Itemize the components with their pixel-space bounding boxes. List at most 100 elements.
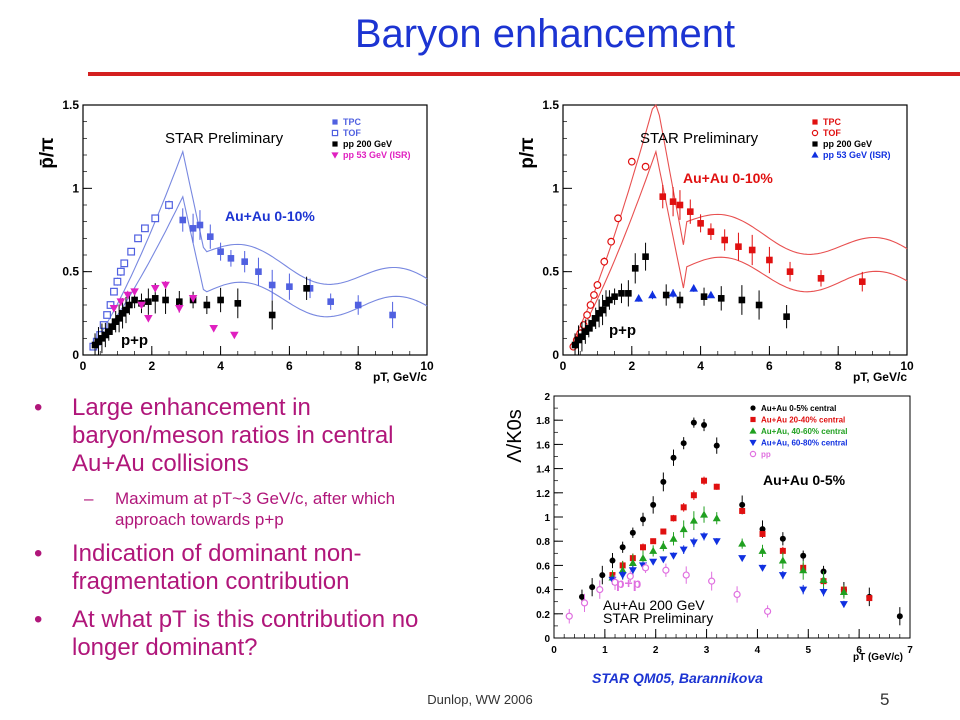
data-point bbox=[659, 542, 668, 550]
data-point bbox=[783, 313, 790, 320]
data-point bbox=[712, 538, 721, 546]
data-point bbox=[130, 288, 139, 296]
data-point bbox=[593, 281, 602, 289]
data-point bbox=[113, 277, 122, 286]
data-point bbox=[105, 328, 113, 335]
y-tick-label: 1 bbox=[552, 181, 559, 195]
x-tick-label: 2 bbox=[148, 359, 155, 373]
data-point bbox=[700, 533, 709, 541]
data-point bbox=[738, 555, 747, 563]
legend-label: Au+Au, 60-80% central bbox=[761, 439, 847, 448]
data-point bbox=[354, 301, 362, 309]
data-point bbox=[686, 208, 694, 215]
x-tick-label: 0 bbox=[560, 359, 567, 373]
model-band-lower bbox=[92, 195, 428, 348]
chart-xlabel: pT, GeV/c bbox=[373, 370, 427, 384]
annotation-auau: Au+Au 0-10% bbox=[683, 170, 773, 186]
data-point bbox=[389, 311, 396, 319]
data-point bbox=[565, 612, 573, 620]
data-point bbox=[196, 221, 204, 229]
annotation-auau: Au+Au 0-5% bbox=[763, 472, 846, 488]
bullet-1-sub: Maximum at pT~3 GeV/c, after which appro… bbox=[30, 488, 450, 530]
data-point bbox=[649, 546, 658, 554]
y-tick-label: 0.2 bbox=[536, 610, 550, 621]
x-tick-label: 4 bbox=[755, 645, 761, 656]
legend-marker bbox=[332, 119, 338, 125]
data-point bbox=[586, 301, 595, 309]
annotation-pp: p+p bbox=[609, 322, 636, 339]
chart-ylabel: Λ/K0s bbox=[504, 409, 526, 462]
data-point bbox=[614, 214, 622, 223]
data-point bbox=[585, 325, 593, 332]
x-tick-label: 4 bbox=[217, 359, 224, 373]
data-point bbox=[700, 293, 708, 300]
data-point bbox=[580, 599, 589, 607]
data-point bbox=[134, 234, 142, 243]
data-point bbox=[669, 534, 678, 542]
x-tick-label: 0 bbox=[551, 645, 557, 656]
chart-xlabel: pT (GeV/c) bbox=[853, 652, 903, 663]
data-point bbox=[866, 595, 873, 602]
data-point bbox=[629, 529, 636, 536]
data-point bbox=[627, 157, 636, 166]
data-point bbox=[786, 268, 794, 275]
legend-marker bbox=[811, 151, 819, 158]
data-point bbox=[670, 454, 677, 461]
legend-label: Au+Au, 40-60% central bbox=[761, 427, 847, 436]
data-point bbox=[662, 566, 670, 574]
chart-xlabel: pT, GeV/c bbox=[853, 370, 907, 384]
data-point bbox=[676, 201, 684, 209]
data-point bbox=[669, 552, 678, 560]
data-point bbox=[109, 305, 119, 313]
data-point bbox=[640, 544, 646, 551]
data-point bbox=[588, 320, 596, 327]
data-point bbox=[766, 256, 773, 264]
data-point bbox=[738, 296, 746, 304]
data-point bbox=[641, 162, 650, 171]
data-point bbox=[735, 243, 742, 250]
data-point bbox=[327, 298, 334, 305]
data-point bbox=[759, 526, 766, 533]
legend-label: pp 53 GeV (ISR) bbox=[343, 150, 411, 160]
x-tick-label: 6 bbox=[766, 359, 773, 373]
y-tick-label: 1.5 bbox=[542, 98, 559, 112]
legend-label: TOF bbox=[343, 128, 361, 138]
x-tick-label: 8 bbox=[355, 359, 362, 373]
data-point bbox=[712, 514, 721, 522]
legend-marker bbox=[332, 141, 338, 147]
data-point bbox=[755, 301, 763, 309]
data-point bbox=[799, 566, 808, 574]
data-point bbox=[628, 558, 637, 566]
data-point bbox=[98, 335, 106, 342]
data-point bbox=[660, 478, 667, 485]
x-tick-label: 1 bbox=[602, 645, 608, 656]
y-tick-label: 1 bbox=[72, 181, 79, 195]
figure-credit: STAR QM05, Barannikova bbox=[592, 670, 763, 686]
data-point bbox=[631, 265, 639, 272]
data-point bbox=[189, 225, 197, 232]
data-point bbox=[126, 301, 133, 309]
data-point bbox=[110, 287, 118, 296]
y-tick-label: 1 bbox=[544, 513, 550, 524]
data-point bbox=[659, 193, 667, 200]
title-rule bbox=[88, 72, 960, 76]
annotation-star: STAR Preliminary bbox=[640, 130, 759, 147]
data-point bbox=[150, 285, 160, 293]
data-point bbox=[227, 255, 235, 262]
data-point bbox=[303, 285, 310, 292]
model-band-lower bbox=[572, 149, 908, 344]
data-point bbox=[896, 613, 903, 620]
data-point bbox=[758, 546, 767, 554]
legend-marker bbox=[749, 427, 757, 434]
x-tick-label: 7 bbox=[907, 645, 913, 656]
data-point bbox=[659, 556, 668, 564]
data-point bbox=[127, 247, 136, 256]
chart-legend: Au+Au 0-5% central Au+Au 20-40% central Au… bbox=[749, 404, 847, 459]
data-point bbox=[607, 237, 616, 246]
data-point bbox=[578, 593, 585, 600]
data-point bbox=[600, 257, 609, 266]
data-point bbox=[701, 422, 708, 429]
plot-frame bbox=[562, 104, 908, 356]
data-point bbox=[680, 504, 687, 511]
